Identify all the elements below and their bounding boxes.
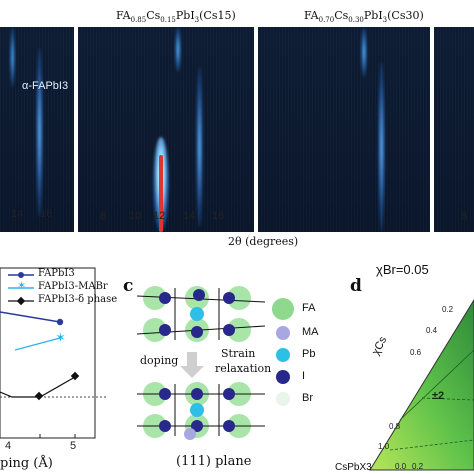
bottom-left-xlabel: ping (Å) (0, 456, 53, 471)
mabr-star-marker: ✶ (55, 331, 66, 346)
legend-br: Br (302, 392, 313, 404)
panel-c-letter: c (123, 276, 134, 296)
fa-swatch (272, 298, 294, 320)
alpha-fapbi3-annotation: α-FAPbI3 (22, 80, 69, 92)
pm2-label: ±2 (432, 390, 445, 402)
br-swatch (276, 392, 290, 406)
bottom-left-plot (0, 267, 108, 439)
legend-fapbi3-delta: FAPbI3-δ phase (38, 294, 118, 305)
tick-label: 8 (100, 210, 107, 222)
heatmap-panel-cs15 (78, 27, 254, 232)
tick-label: 16 (40, 208, 53, 220)
panel-c-lattice (136, 286, 266, 440)
tick-label: 0.2 (442, 305, 454, 314)
x-axis-label-2theta: 2θ (degrees) (228, 235, 299, 248)
cspbx3-label: CsPbX3 (335, 462, 372, 473)
strain-label: Strain (221, 347, 256, 360)
heatmap-panel-cs30 (258, 27, 430, 232)
red-peak-streak (159, 155, 163, 232)
tick-label: 0.0 (395, 462, 407, 471)
tick-label: 4 (5, 440, 12, 452)
heatmap-panel-right-edge (434, 27, 474, 232)
tick-label: 10 (129, 210, 142, 222)
plot-legend: FAPbI3 ✶ FAPbI3-MABr FAPbI3-δ phase (8, 268, 118, 306)
legend-fapbi3: FAPbI3 (38, 268, 75, 279)
fapbi3-point (56, 318, 64, 326)
legend-pb: Pb (302, 348, 316, 360)
chi-br-label: χBr=0.05 (376, 262, 429, 277)
legend-ma: MA (302, 326, 319, 338)
doping-label: doping (140, 354, 179, 367)
tick-label: 0.2 (412, 462, 424, 471)
ma-swatch (276, 326, 290, 340)
panel-d-letter: d (350, 276, 362, 296)
tick-label: 8 (461, 210, 468, 222)
plane-label: (111) plane (176, 454, 252, 469)
legend-fapbi3-mabr: FAPbI3-MABr (38, 281, 108, 292)
tick-label: 5 (70, 440, 77, 452)
pb-swatch (276, 348, 290, 362)
ternary-diagram (369, 299, 474, 471)
legend-fa: FA (302, 302, 316, 314)
title-cs30: FA0.70Cs0.30PbI3(Cs30) (304, 9, 424, 25)
tick-label: 0.6 (410, 348, 422, 357)
tick-label: 1.0 (378, 442, 390, 451)
i-swatch (276, 370, 290, 384)
tick-label: 12 (153, 210, 166, 222)
tick-label: 0.4 (426, 326, 438, 335)
tick-label: 14 (183, 210, 196, 222)
tick-label: 16 (212, 210, 225, 222)
legend-i: I (302, 370, 306, 382)
tick-label: 14 (11, 208, 24, 220)
relaxation-label: relaxation (215, 362, 272, 375)
title-cs15: FA0.85Cs0.15PbI3(Cs15) (116, 9, 236, 25)
tick-label: 0.8 (389, 422, 401, 431)
heatmap-panel-left (0, 27, 74, 232)
